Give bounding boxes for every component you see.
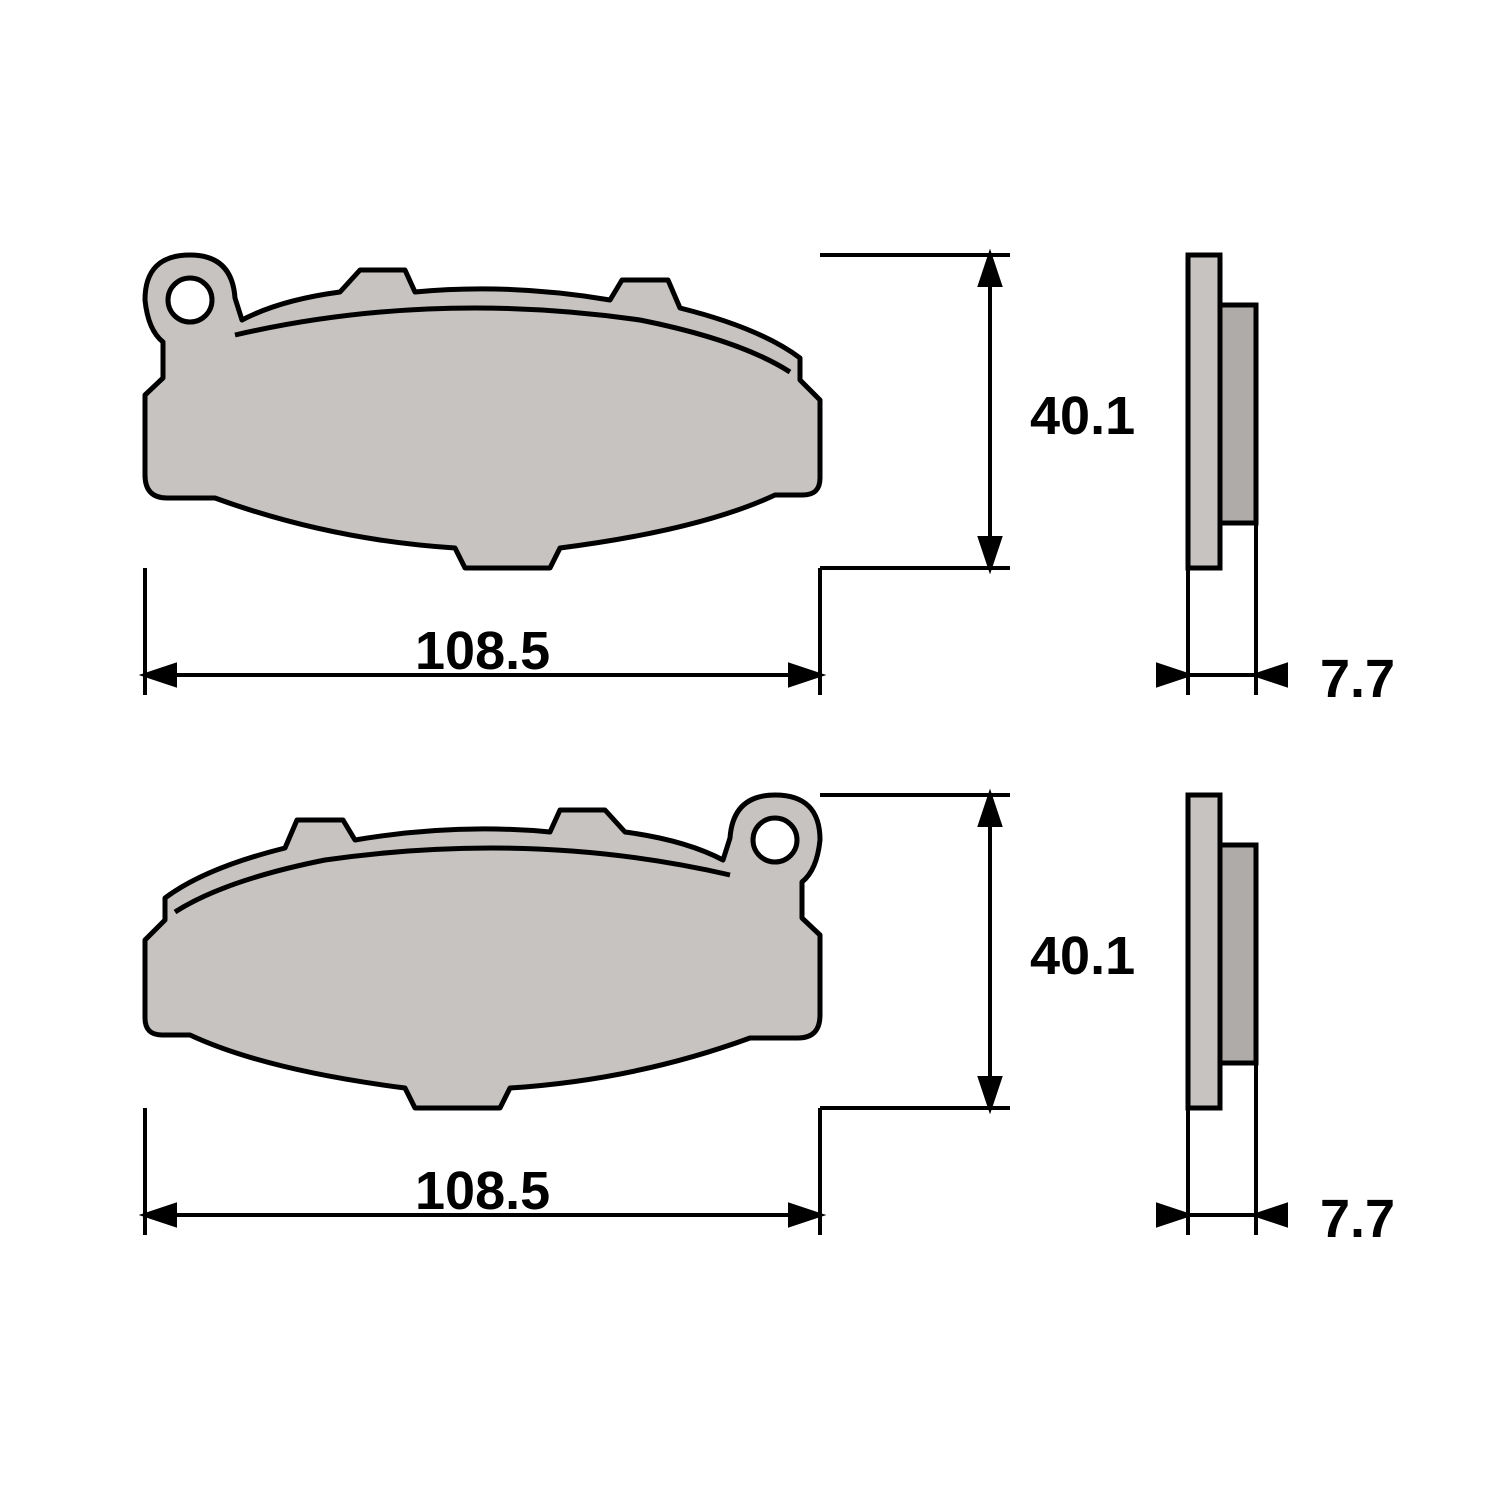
- pad-top-hole: [168, 278, 212, 322]
- brake-pad-bottom: [145, 795, 820, 1108]
- pad-bottom-hole: [753, 818, 797, 862]
- pad-top-backplate: [145, 255, 820, 568]
- label-bottom-width: 108.5: [415, 1160, 550, 1222]
- pad-bottom-side-view: [1188, 795, 1256, 1108]
- label-top-thickness: 7.7: [1320, 648, 1395, 710]
- label-top-height: 40.1: [1030, 385, 1135, 447]
- dim-bottom-height: [820, 795, 1010, 1108]
- label-bottom-height: 40.1: [1030, 925, 1135, 987]
- pad-top-side-view: [1188, 255, 1256, 568]
- drawing-canvas: 40.1 108.5 7.7 40.1 108.5 7.7: [0, 0, 1500, 1500]
- dim-top-height: [820, 255, 1010, 568]
- technical-drawing-svg: [0, 0, 1500, 1500]
- label-bottom-thickness: 7.7: [1320, 1188, 1395, 1250]
- pad-bottom-backplate: [145, 795, 820, 1108]
- label-top-width: 108.5: [415, 620, 550, 682]
